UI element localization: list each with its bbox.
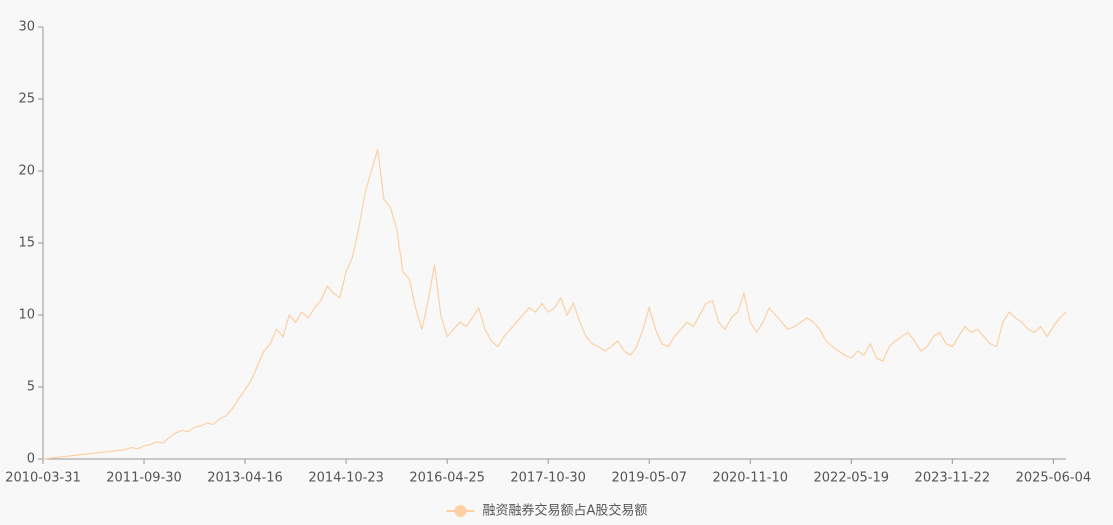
x-tick-label: 2010-03-31	[5, 471, 81, 486]
x-tick-label: 2016-04-25	[409, 471, 485, 486]
legend-marker	[454, 505, 467, 517]
y-tick-label: 10	[18, 308, 35, 323]
y-tick-label: 30	[18, 20, 35, 35]
legend-label: 融资融券交易额占A股交易额	[483, 503, 648, 519]
x-tick-label: 2013-04-16	[207, 471, 283, 486]
x-tick-label: 2017-10-30	[510, 471, 586, 486]
series-line	[42, 149, 1067, 460]
x-tick-label: 2020-11-10	[712, 471, 788, 486]
x-tick-label: 2025-06-04	[1016, 471, 1092, 486]
y-tick-label: 5	[27, 380, 35, 395]
x-tick-label: 2023-11-22	[915, 471, 991, 486]
y-tick-label: 15	[18, 236, 35, 251]
x-tick-label: 2011-09-30	[106, 471, 182, 486]
y-tick-label: 0	[27, 452, 35, 467]
x-tick-label: 2019-05-07	[611, 471, 687, 486]
x-tick-label: 2014-10-23	[308, 471, 384, 486]
y-tick-label: 20	[18, 164, 35, 179]
x-tick-label: 2022-05-19	[814, 471, 890, 486]
y-tick-label: 25	[18, 92, 35, 107]
